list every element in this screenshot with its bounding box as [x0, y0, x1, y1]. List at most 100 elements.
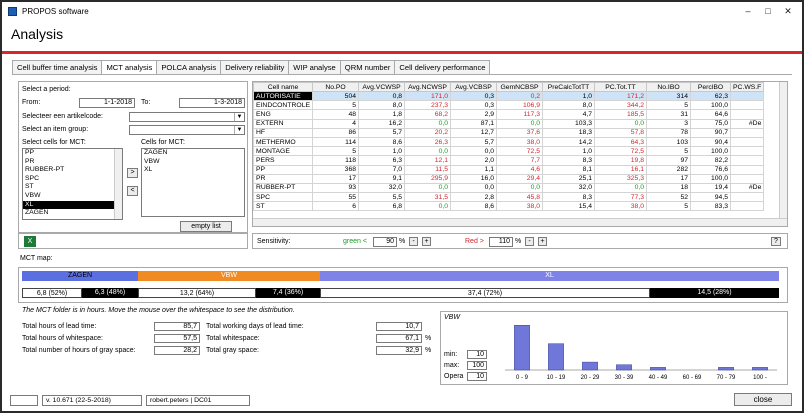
tab-qrm-number[interactable]: QRM number [339, 60, 396, 74]
column-header[interactable]: Avg.NCWSP [404, 82, 452, 92]
hist-max-label: max: [444, 362, 460, 369]
help-button[interactable]: ? [771, 237, 781, 246]
table-cell: PERS [253, 155, 314, 166]
column-header[interactable]: Avg.VCWSP [358, 82, 406, 92]
list-item[interactable]: ZAGEN [25, 209, 49, 217]
column-header[interactable]: GemNCBSP [496, 82, 544, 92]
column-header[interactable]: PreCalcTotTT [542, 82, 596, 92]
table-cell: 8,1 [542, 164, 596, 175]
move-right-button[interactable]: > [127, 168, 138, 178]
mct-gray-xl[interactable]: 14,5 (28%) [650, 288, 779, 298]
table-row[interactable]: AUTORISATIE 504 0,8 171,0 0,3 0,2 1,0 171,2 314 6… [253, 90, 765, 102]
column-header[interactable]: No.PO [312, 82, 360, 92]
mct-white-vbw[interactable]: 13,2 (64%) [138, 288, 256, 298]
green-pct-label: % [399, 238, 406, 245]
table-row[interactable]: MONTAGE 5 1,0 0,0 0,0 72,5 1,0 72,5 5 100,0 [253, 146, 765, 157]
red-threshold-input[interactable]: 110 [489, 237, 513, 247]
list-item[interactable]: XL [23, 200, 122, 210]
column-header[interactable]: PC.Tot.TT [594, 82, 648, 92]
mct-gray-zagen[interactable]: 6,3 (48%) [82, 288, 138, 298]
chevron-down-icon[interactable]: ▼ [234, 113, 244, 121]
table-cell: AUTORISATIE [253, 90, 314, 102]
table-cell: 118 [312, 155, 360, 166]
hist-min-input[interactable]: 10 [467, 350, 487, 359]
chevron-down-icon[interactable]: ▼ [234, 126, 244, 134]
tab-mct-analysis[interactable]: MCT analysis [101, 60, 158, 75]
list-item[interactable]: SPC [25, 174, 39, 182]
article-code-select[interactable]: ▼ [129, 112, 245, 122]
excel-export-icon[interactable]: X [24, 236, 36, 247]
tab-bar: Cell buffer time analysis MCT analysis P… [12, 60, 491, 75]
column-header[interactable]: No.IBO [646, 82, 692, 92]
tab-wip-analyse[interactable]: WIP analyse [288, 60, 341, 74]
to-date-input[interactable]: 1-3-2018 [179, 98, 245, 108]
available-cells-list[interactable]: PP PR RUBBER-PT SPC ST VBW XL ZAGEN [22, 148, 123, 220]
user-label: robert.peters | DC01 [146, 395, 250, 406]
table-row[interactable]: RUBBER-PT 93 32,0 0,0 0,0 0,0 32,0 0,0 18 19,4 #De [253, 182, 765, 194]
mct-gray-vbw[interactable]: 7,4 (36%) [256, 288, 320, 298]
list-item[interactable]: PR [25, 157, 35, 165]
green-threshold-input[interactable]: 90 [373, 237, 397, 247]
column-header[interactable]: PerclBO [690, 82, 732, 92]
mct-white-xl[interactable]: 37,4 (72%) [320, 288, 650, 298]
list-item[interactable]: PP [25, 149, 35, 156]
table-cell: 12,1 [404, 155, 452, 166]
cells-for-mct-label: Cells for MCT: [141, 139, 185, 146]
table-horizontal-scrollbar[interactable] [253, 218, 787, 226]
table-row[interactable]: SPC 55 5,5 31,5 2,8 45,8 8,3 77,3 52 94,5 [253, 192, 765, 203]
table-header-row: Cell name No.PO Avg.VCWSP Avg.NCWSP Avg.VCBS… [253, 82, 765, 92]
table-vertical-scrollbar[interactable] [779, 82, 787, 219]
table-row[interactable]: HF 86 5,7 20,2 12,7 37,6 18,3 57,8 78 90,7 [253, 127, 765, 138]
table-cell: 93 [312, 182, 360, 194]
item-group-select[interactable]: ▼ [129, 125, 245, 135]
cell-table[interactable]: Cell name No.PO Avg.VCWSP Avg.NCWSP Avg.VCBS… [252, 81, 788, 227]
tab-delivery-reliability[interactable]: Delivery reliability [220, 60, 290, 74]
table-row[interactable]: ENG 48 1,8 68,2 2,9 117,3 4,7 185,5 31 64,6 [253, 109, 765, 120]
table-row[interactable]: PR 17 9,1 295,9 16,0 29,4 25,1 325,3 17 100,0 [253, 173, 765, 184]
list-item[interactable]: VBW [25, 191, 41, 199]
hist-opera-input[interactable]: 10 [467, 372, 487, 381]
table-row[interactable]: PP 368 7,0 11,5 1,1 4,6 8,1 16,1 282 76,6 [253, 164, 765, 175]
minimize-icon[interactable]: – [745, 6, 751, 16]
move-left-button[interactable]: < [127, 186, 138, 196]
table-row[interactable]: PERS 118 6,3 12,1 2,0 7,7 8,3 19,8 97 82,2 [253, 155, 765, 166]
page-header: Analysis [2, 21, 802, 54]
from-date-input[interactable]: 1-1-2018 [79, 98, 135, 108]
close-button[interactable]: close [734, 393, 792, 406]
tab-polca-analysis[interactable]: POLCA analysis [156, 60, 222, 74]
histogram-tick-label: 0 - 9 [516, 375, 529, 381]
list-item[interactable]: VBW [144, 157, 160, 165]
table-cell: 8,0 [542, 100, 596, 111]
table-cell: 29,4 [496, 173, 544, 184]
table-cell: 16,2 [358, 118, 406, 129]
tab-cell-buffer-time[interactable]: Cell buffer time analysis [12, 60, 103, 74]
hist-max-input[interactable]: 100 [467, 361, 487, 370]
table-cell: 7,7 [496, 155, 544, 166]
red-minus-button[interactable]: - [525, 237, 534, 246]
table-row[interactable]: METHERMO 114 8,6 26,3 5,7 38,0 14,2 64,3 103 90,4 [253, 136, 765, 148]
scrollbar[interactable] [114, 149, 122, 219]
column-header[interactable]: Cell name [253, 82, 314, 92]
table-cell: EINDCONTROLE [253, 100, 314, 111]
green-minus-button[interactable]: - [409, 237, 418, 246]
table-row[interactable]: ST 6 6,8 0,0 8,6 38,0 15,4 38,0 5 83,3 [253, 201, 765, 212]
maximize-icon[interactable]: □ [765, 6, 771, 16]
list-item[interactable]: ST [25, 183, 34, 191]
empty-list-button[interactable]: empty list [180, 221, 232, 232]
table-row[interactable]: EINDCONTROLE 5 8,0 237,3 0,3 106,9 8,0 344,2 5 10… [253, 100, 765, 111]
column-header[interactable]: PC.WS.F [730, 82, 765, 92]
version-label: v. 10.671 (22-5-2018) [42, 395, 142, 406]
tab-cell-delivery-performance[interactable]: Cell delivery performance [394, 60, 491, 74]
green-plus-button[interactable]: + [422, 237, 431, 246]
close-icon[interactable]: ✕ [784, 6, 792, 16]
red-plus-button[interactable]: + [538, 237, 547, 246]
table-cell: 8,0 [358, 100, 406, 111]
mct-white-zagen[interactable]: 6,8 (52%) [22, 288, 82, 298]
table-row[interactable]: EXTERN 4 16,2 0,0 87,1 0,0 103,3 0,0 3 75,0 #De [253, 118, 765, 129]
mct-cells-list[interactable]: ZAGEN VBW XL [141, 148, 245, 217]
list-item[interactable]: RUBBER-PT [25, 166, 65, 174]
list-item[interactable]: ZAGEN [144, 149, 168, 156]
mct-segment-zagen: ZAGEN [22, 271, 138, 281]
list-item[interactable]: XL [144, 166, 153, 174]
column-header[interactable]: Avg.VCBSP [450, 82, 498, 92]
